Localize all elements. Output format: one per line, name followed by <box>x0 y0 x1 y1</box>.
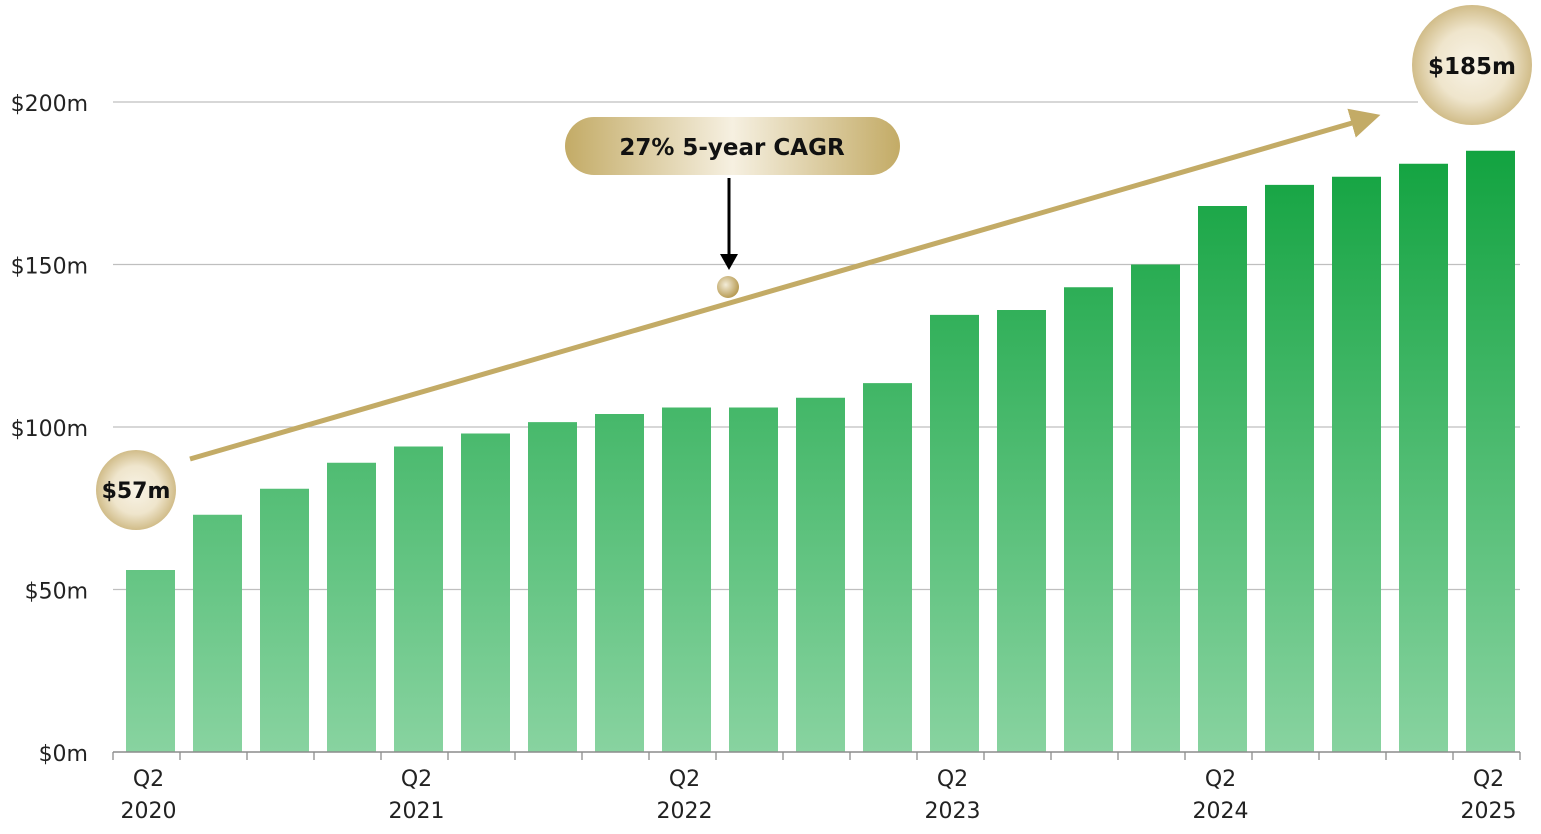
bar <box>997 310 1046 752</box>
bar <box>394 446 443 752</box>
end-value-label: $185m <box>1428 54 1516 80</box>
y-tick-label: $150m <box>11 255 88 280</box>
x-tick-year-label: 2020 <box>121 799 177 824</box>
bar <box>193 514 242 752</box>
bar <box>528 422 577 752</box>
x-tick-quarter-label: Q2 <box>1205 767 1236 792</box>
y-axis: $0m $50m $100m $150m $200m <box>11 92 88 767</box>
bars <box>126 150 1515 752</box>
bar <box>327 462 376 752</box>
x-tick-year-label: 2022 <box>657 799 713 824</box>
cagr-trend-arrow <box>189 108 1381 462</box>
bar <box>1332 176 1381 752</box>
bar <box>260 488 309 752</box>
x-tick-year-label: 2021 <box>389 799 445 824</box>
x-tick-quarter-label: Q2 <box>669 767 700 792</box>
x-tick-year-label: 2025 <box>1461 799 1517 824</box>
cagr-pill <box>565 117 900 175</box>
bar <box>1399 163 1448 752</box>
bar <box>863 383 912 752</box>
x-tick-year-label: 2024 <box>1193 799 1249 824</box>
x-axis: Q2 2020 Q2 2021 Q2 2022 Q2 2023 Q2 2024 Q2 2025 <box>112 751 1521 824</box>
bar <box>796 397 845 752</box>
bar <box>1466 150 1515 752</box>
bar <box>595 414 644 752</box>
bar <box>461 433 510 752</box>
x-tick-quarter-label: Q2 <box>937 767 968 792</box>
bar <box>1064 287 1113 752</box>
end-value-bubble: $185m <box>1412 5 1532 125</box>
bar <box>1198 206 1247 752</box>
bar <box>662 407 711 752</box>
bar <box>126 570 175 752</box>
cagr-callout: 27% 5-year CAGR <box>565 117 900 298</box>
x-tick-year-label: 2023 <box>925 799 981 824</box>
bar <box>930 314 979 752</box>
x-tick-quarter-label: Q2 <box>1473 767 1504 792</box>
bar <box>1265 184 1314 752</box>
x-tick-quarter-label: Q2 <box>133 767 164 792</box>
y-tick-label: $0m <box>39 742 88 767</box>
start-value-bubble: $57m <box>96 450 176 530</box>
bar <box>1131 264 1180 752</box>
y-tick-label: $100m <box>11 417 88 442</box>
bar <box>729 407 778 752</box>
start-value-label: $57m <box>102 479 171 504</box>
cagr-dot <box>717 276 739 298</box>
y-tick-label: $200m <box>11 92 88 117</box>
cagr-label: 27% 5-year CAGR <box>619 135 845 161</box>
y-tick-label: $50m <box>25 580 88 605</box>
cagr-pointer-arrowhead <box>720 254 738 270</box>
x-tick-quarter-label: Q2 <box>401 767 432 792</box>
